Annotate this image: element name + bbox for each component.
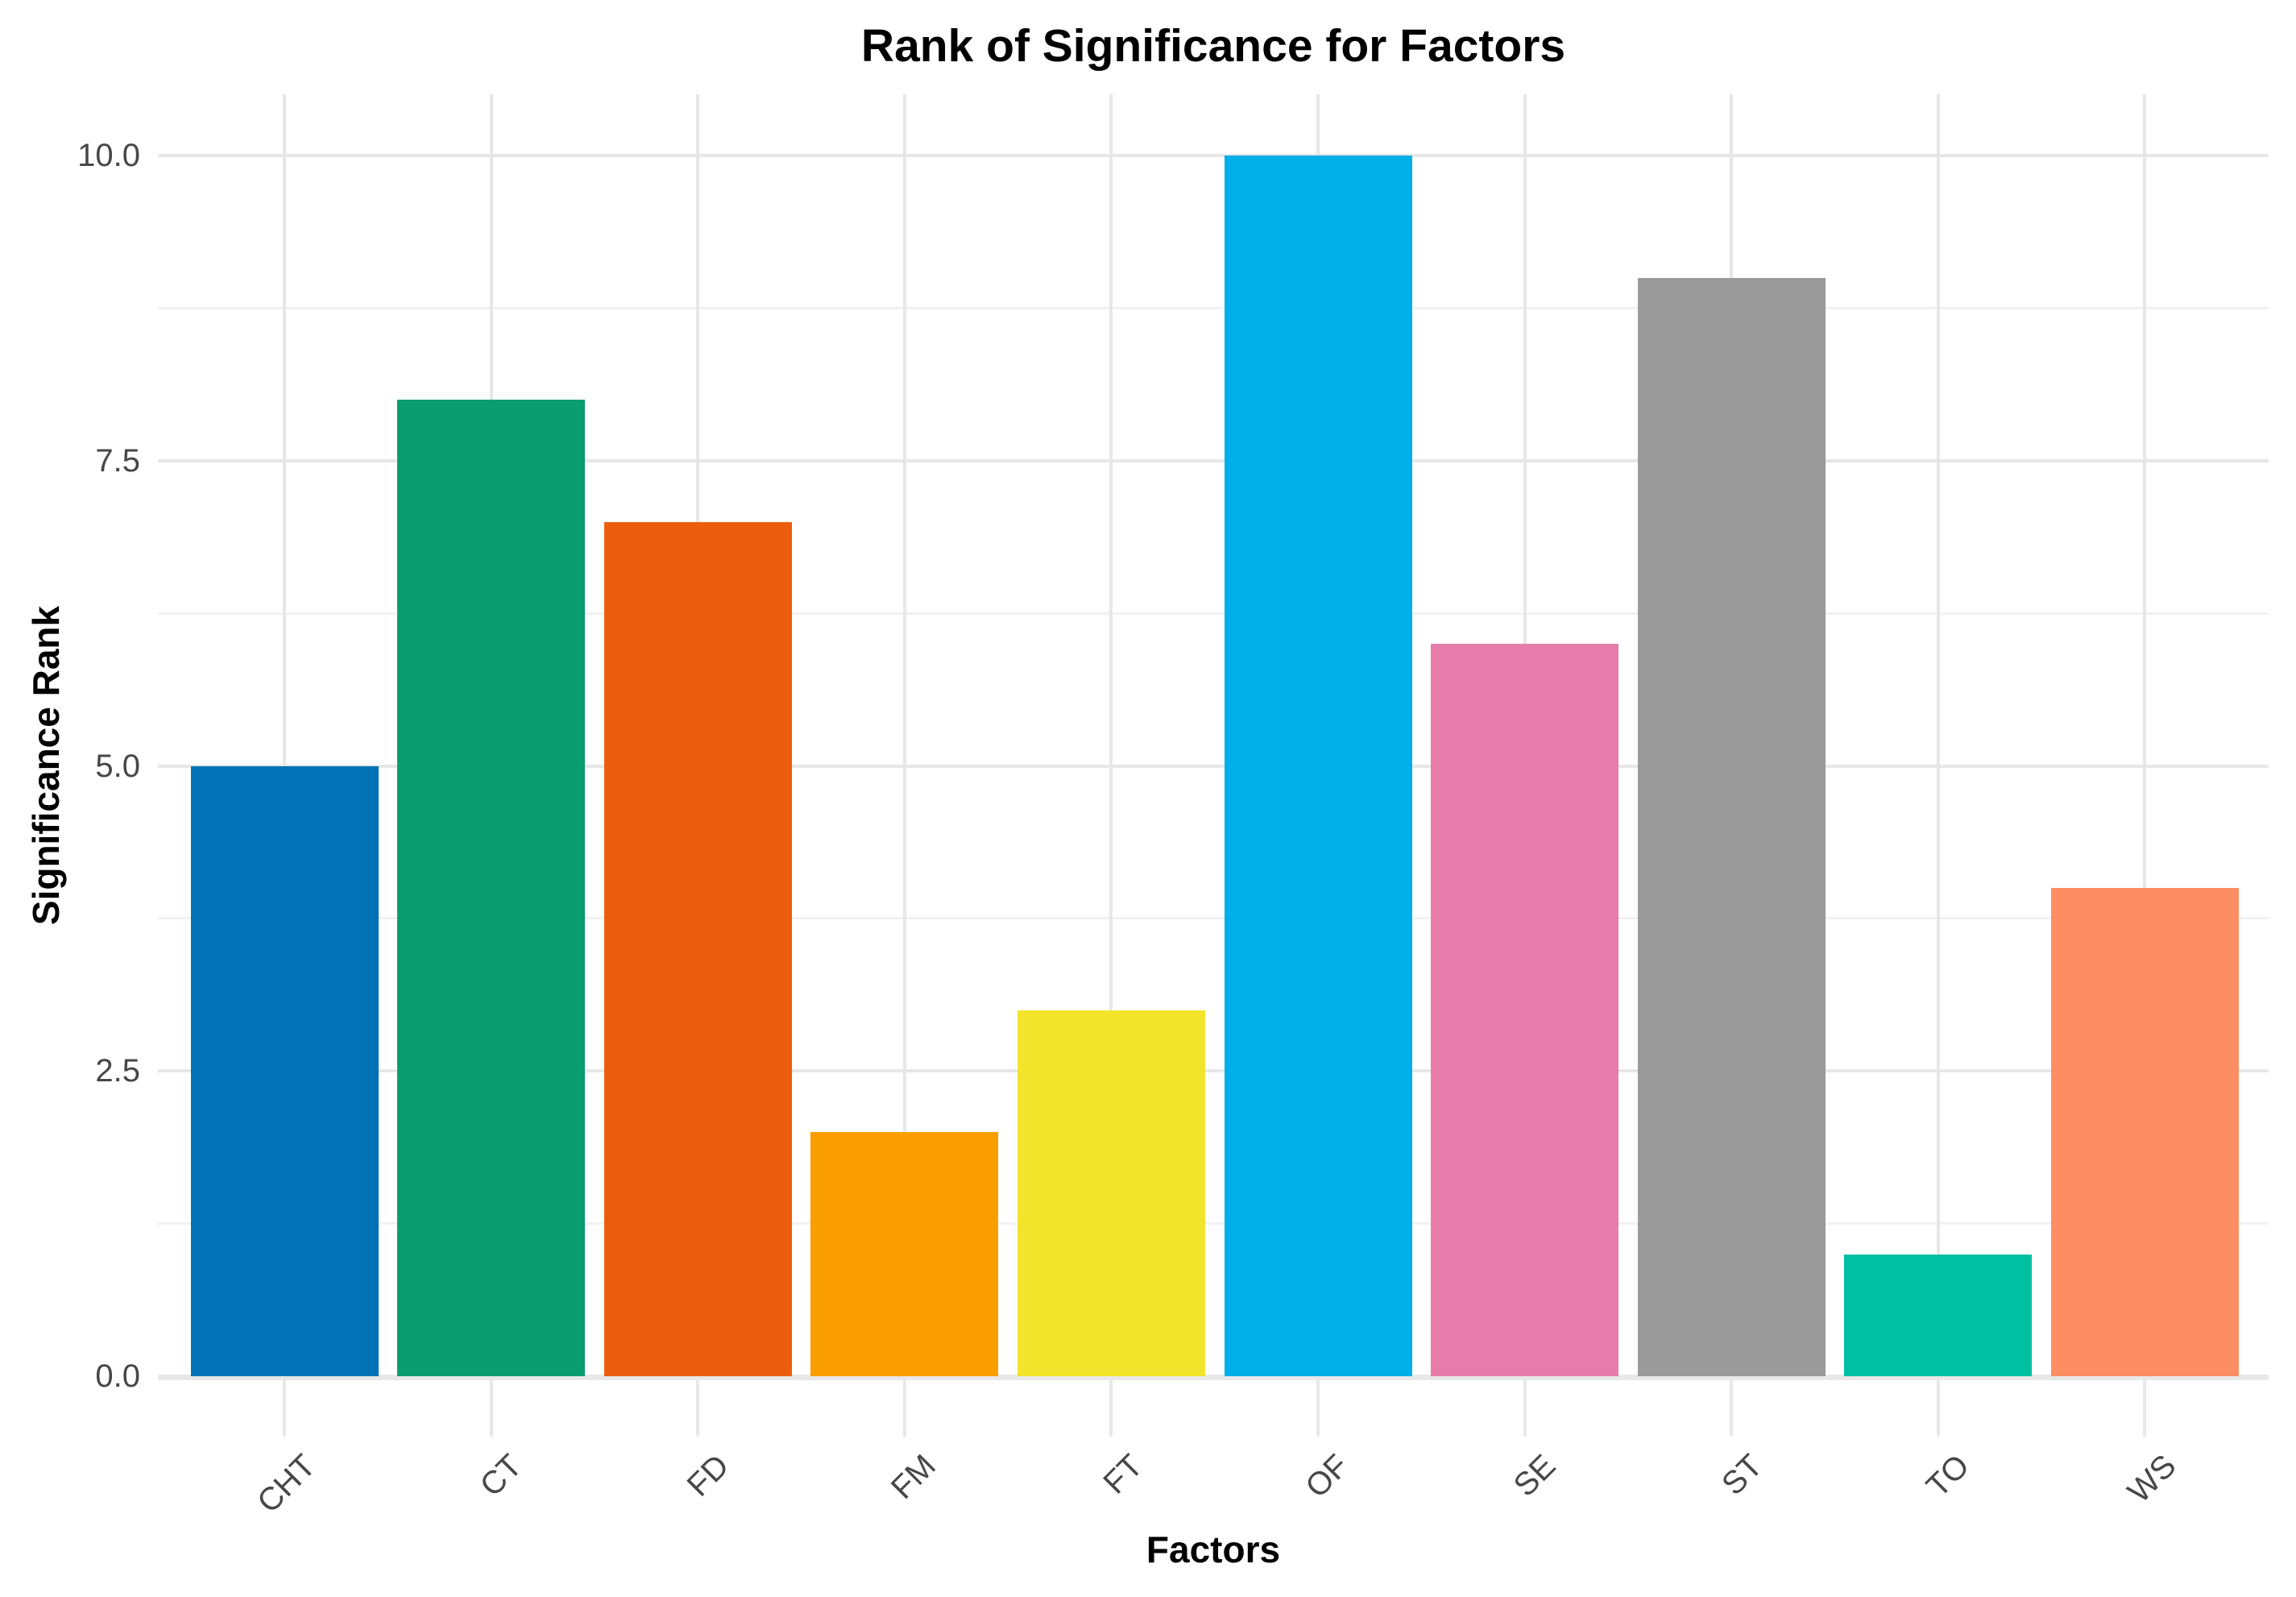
x-tick-label: CT [473,1448,529,1504]
y-axis-title: Significance Rank [25,605,67,926]
x-tick [283,1380,286,1437]
major-gridline [158,764,2269,768]
bar-TO [1844,1254,2033,1376]
x-tick [902,1380,906,1437]
minor-gridline [158,1222,2269,1226]
bar-OF [1224,156,1412,1376]
bar-ST [1637,277,1826,1376]
x-tick-label: CHT [250,1448,323,1520]
minor-gridline [158,917,2269,920]
x-tick-label: WS [2120,1448,2183,1510]
x-tick [696,1380,700,1437]
x-axis-title: Factors [1146,1529,1281,1570]
x-tick [2143,1380,2147,1437]
bar-FM [810,1132,999,1376]
bar-FD [603,521,792,1376]
y-tick-label: 0.0 [95,1358,140,1394]
category-gridline [1109,94,1113,1376]
x-tick [1523,1380,1527,1437]
y-tick-label: 5.0 [95,748,140,784]
major-gridline [158,1069,2269,1073]
bar-WS [2050,888,2239,1376]
bar-SE [1431,644,1619,1376]
y-tick-label: 2.5 [95,1053,140,1089]
y-tick-label: 10.0 [77,138,140,173]
bar-FT [1017,1010,1205,1376]
category-gridline [283,94,286,1376]
x-tick-label: TO [1920,1448,1976,1504]
y-tick-label: 7.5 [95,442,140,479]
minor-gridline [158,612,2269,615]
x-tick [1936,1380,1940,1437]
x-tick-label: FM [884,1448,943,1506]
chart-title: Rank of Significance for Factors [860,20,1566,72]
minor-gridline [158,306,2269,309]
category-gridline [2143,94,2147,1376]
major-gridline [158,154,2269,157]
x-tick [1109,1380,1113,1437]
x-tick [1316,1380,1320,1437]
x-tick [489,1380,493,1437]
x-tick-label: ST [1715,1448,1770,1503]
category-gridline [902,94,906,1376]
x-tick-label: FT [1096,1448,1150,1501]
category-gridline [1936,94,1940,1376]
bar-CHT [190,765,379,1376]
major-gridline [158,458,2269,463]
x-axis-line [158,1376,2269,1380]
x-tick-label: SE [1506,1448,1563,1504]
x-tick-label: OF [1299,1448,1357,1505]
x-tick-label: FD [680,1448,736,1504]
bar-CT [397,400,586,1376]
x-tick [1730,1380,1734,1437]
